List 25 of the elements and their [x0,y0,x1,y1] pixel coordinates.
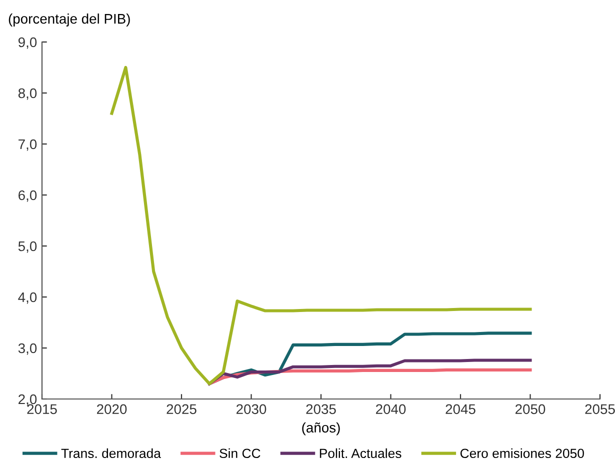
line-series [208,358,532,386]
y-tick-label: 6,0 [18,190,37,202]
y-tick-label: 8,0 [18,88,37,100]
legend-label: Trans. demorada [61,448,161,458]
x-tick-label: 2050 [516,404,546,414]
line-series [110,66,532,386]
legend-label: Polit. Actuales [320,448,402,458]
y-tick-label: 4,0 [18,292,37,304]
x-tick-label: 2020 [97,404,127,414]
x-tick-label: 2045 [446,404,476,414]
legend-label: Sin CC [220,448,260,458]
y-tick-label: 2,0 [18,394,37,406]
x-tick-label: 2015 [27,404,57,414]
x-tick-label: 2055 [585,404,615,414]
x-tick-label: 2035 [306,404,336,414]
y-tick-label: 7,0 [18,139,37,151]
x-axis-title: (años) [302,422,340,436]
x-tick-label: 2040 [376,404,406,414]
y-axis-title: (porcentaje del PIB) [8,14,130,26]
y-tick-label: 3,0 [18,343,37,355]
x-tick-label: 2025 [166,404,196,414]
y-tick-label: 9,0 [18,37,37,49]
x-tick-label: 2030 [236,404,266,414]
legend-label: Cero emisiones 2050 [460,448,584,458]
y-tick-label: 5,0 [18,241,37,253]
